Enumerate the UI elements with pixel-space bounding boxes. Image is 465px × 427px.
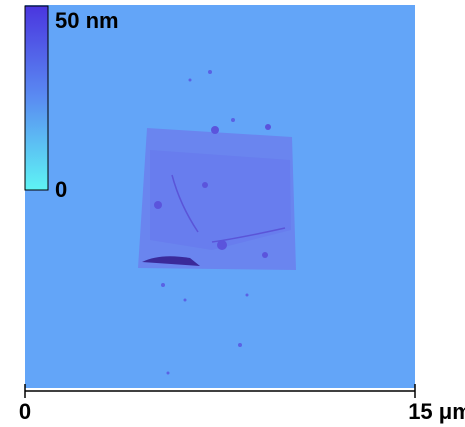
specks (161, 70, 249, 375)
scale-axis (24, 384, 416, 398)
axis-start-label: 0 (19, 399, 31, 424)
colorbar (24, 5, 49, 191)
flake (138, 124, 296, 270)
colorbar-min-label: 0 (55, 177, 67, 202)
colorbar-max-label: 50 nm (55, 8, 119, 33)
axis-end-label: 15 μm (408, 399, 465, 424)
